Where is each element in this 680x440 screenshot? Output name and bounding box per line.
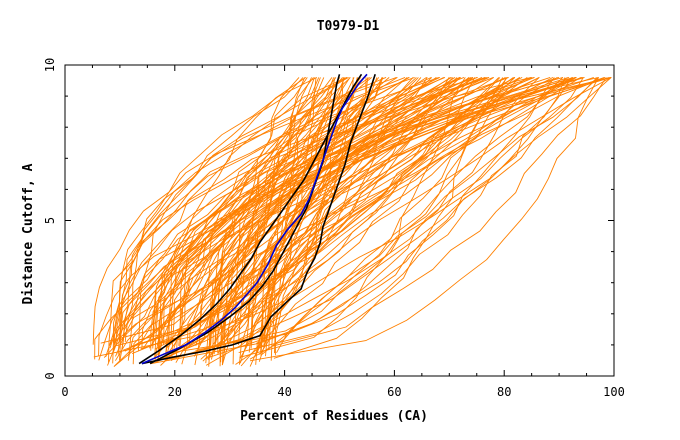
model-line — [260, 77, 598, 356]
model-line — [239, 77, 466, 358]
axis-ticks: 0 20 40 60 80 100 0 5 10 — [43, 58, 625, 399]
background-model-lines — [92, 76, 612, 367]
model-line — [202, 77, 612, 362]
model-line — [205, 76, 610, 364]
model-line — [272, 77, 607, 347]
model-line — [127, 76, 599, 361]
model-line — [113, 76, 606, 344]
y-tick-label: 5 — [43, 217, 57, 224]
model-line — [238, 77, 362, 365]
highlight-line — [141, 73, 368, 365]
model-line — [268, 77, 390, 351]
model-line — [255, 77, 514, 356]
model-line — [172, 77, 354, 353]
model-line — [154, 76, 612, 363]
model-line — [200, 77, 321, 360]
model-line — [166, 77, 461, 349]
model-line — [259, 77, 359, 355]
model-line — [240, 77, 516, 367]
model-line — [263, 76, 508, 346]
model-line — [114, 77, 582, 367]
model-line — [258, 77, 419, 362]
x-tick-label: 40 — [277, 385, 291, 399]
model-line — [171, 76, 471, 362]
model-line — [123, 77, 558, 351]
reference-line — [138, 73, 363, 365]
model-line — [210, 77, 476, 349]
x-tick-label: 60 — [387, 385, 401, 399]
model-line — [163, 77, 555, 355]
model-line — [165, 76, 347, 354]
model-line — [221, 77, 306, 366]
x-tick-label: 20 — [168, 385, 182, 399]
model-line — [137, 77, 304, 352]
model-line — [92, 76, 397, 345]
model-line — [273, 77, 504, 359]
x-tick-label: 0 — [61, 385, 68, 399]
model-line — [195, 77, 507, 351]
chart-title: T0979-D1 — [317, 19, 380, 34]
model-line — [250, 77, 333, 349]
highlight-lines — [141, 73, 368, 365]
model-line — [207, 77, 336, 360]
model-line — [238, 77, 566, 354]
model-line — [121, 76, 577, 350]
model-line — [151, 76, 487, 346]
model-line — [142, 77, 554, 350]
model-line — [114, 77, 454, 347]
model-line — [221, 77, 568, 365]
model-line — [181, 77, 460, 365]
model-line — [117, 76, 440, 355]
model-line — [246, 77, 473, 347]
y-tick-label: 0 — [43, 372, 57, 379]
model-line — [132, 76, 506, 365]
model-line — [205, 77, 378, 366]
model-line — [172, 77, 599, 360]
model-line — [204, 77, 367, 360]
model-line — [124, 76, 415, 343]
y-axis-label: Distance Cutoff, A — [21, 163, 36, 304]
reference-line — [141, 74, 376, 365]
model-line — [249, 77, 599, 362]
model-line — [219, 76, 473, 355]
model-line — [219, 77, 577, 367]
model-line — [112, 77, 427, 343]
model-line — [119, 76, 478, 363]
model-line — [210, 76, 446, 346]
model-line — [119, 76, 387, 361]
model-line — [113, 77, 474, 367]
model-line — [239, 77, 414, 360]
reference-line — [149, 74, 341, 365]
model-line — [255, 77, 355, 357]
model-line — [217, 76, 577, 354]
model-line — [107, 77, 307, 366]
y-tick-label: 10 — [43, 58, 57, 72]
x-tick-label: 80 — [497, 385, 511, 399]
x-tick-label: 100 — [603, 385, 625, 399]
reference-lines — [138, 73, 376, 365]
model-line — [150, 77, 573, 365]
model-line — [276, 77, 564, 354]
x-axis-label: Percent of Residues (CA) — [240, 409, 428, 424]
